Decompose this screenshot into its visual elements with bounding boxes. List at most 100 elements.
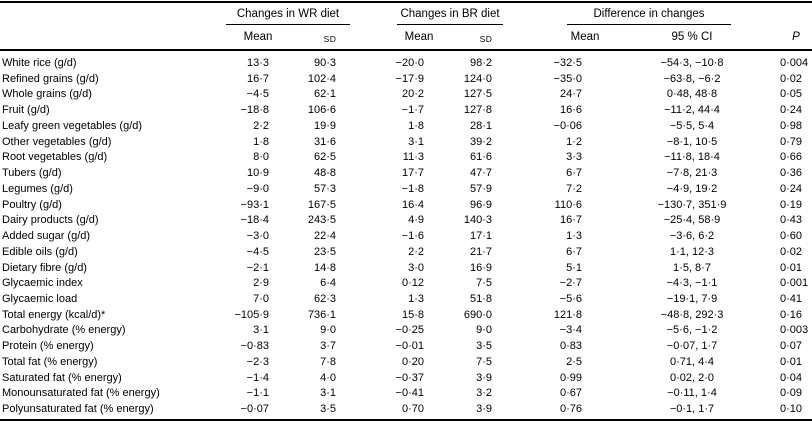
row-label: Carbohydrate (% energy) bbox=[2, 324, 126, 337]
row-label: Leafy green vegetables (g/d) bbox=[2, 119, 143, 132]
cell-p-value: 0·66 bbox=[780, 151, 803, 164]
cell-wr-mean: 7·0 bbox=[253, 293, 269, 306]
table-row: Carbohydrate (% energy) 3·1 9·0 −0·25 9·… bbox=[0, 323, 812, 339]
table-row: Polyunsaturated fat (% energy) −0·07 3·5… bbox=[0, 402, 812, 418]
column-header-diff-mean: Mean bbox=[570, 31, 600, 43]
column-header-wr-mean: Mean bbox=[243, 31, 273, 43]
cell-diff-mean: −5·6 bbox=[559, 293, 582, 306]
cell-wr-mean: −93·1 bbox=[240, 198, 269, 211]
cell-br-sd: 9·0 bbox=[476, 324, 492, 337]
cell-wr-sd: 736·1 bbox=[307, 308, 336, 321]
cell-wr-mean: −2·3 bbox=[246, 355, 269, 368]
cell-br-sd: 3·5 bbox=[476, 340, 492, 353]
cell-p-value: 0·07 bbox=[780, 340, 803, 353]
cell-br-sd: 690·0 bbox=[463, 308, 492, 321]
cell-br-sd: 3·9 bbox=[476, 371, 492, 384]
cell-br-mean: −1·7 bbox=[401, 104, 424, 117]
cell-diff-mean: 16·6 bbox=[559, 104, 582, 117]
cell-wr-mean: −3·0 bbox=[246, 230, 269, 243]
row-label: Protein (% energy) bbox=[2, 340, 94, 353]
cell-95ci: −8·1, 10·5 bbox=[666, 135, 718, 148]
cell-95ci: −25·4, 58·9 bbox=[663, 214, 721, 227]
cell-diff-mean: −0·06 bbox=[553, 119, 582, 132]
row-label: Legumes (g/d) bbox=[2, 182, 73, 195]
table-row: Refined grains (g/d) 16·7 102·4 −17·9 12… bbox=[0, 72, 812, 88]
cell-diff-mean: 110·6 bbox=[554, 198, 582, 211]
table-row: Total energy (kcal/d)* −105·9 736·1 15·8… bbox=[0, 308, 812, 324]
cell-br-mean: 1·8 bbox=[408, 119, 424, 132]
cell-br-mean: −0·01 bbox=[395, 340, 424, 353]
cell-p-value: 0·01 bbox=[780, 261, 803, 274]
cell-wr-mean: 13·3 bbox=[246, 57, 269, 69]
column-group-changes-wr-diet: Changes in WR diet bbox=[226, 7, 350, 25]
row-label: Dairy products (g/d) bbox=[2, 214, 99, 227]
cell-p-value: 0·02 bbox=[780, 245, 803, 258]
row-label: Total energy (kcal/d)* bbox=[2, 308, 106, 321]
cell-wr-mean: 3·1 bbox=[253, 324, 269, 337]
cell-95ci: −4·3, −1·1 bbox=[666, 277, 718, 290]
cell-wr-mean: 1·8 bbox=[253, 135, 269, 148]
cell-br-sd: 127·5 bbox=[463, 88, 492, 101]
column-header-95ci: 95 % CI bbox=[671, 31, 713, 43]
cell-p-value: 0·24 bbox=[780, 182, 803, 195]
cell-95ci: −5·5, 5·4 bbox=[669, 119, 715, 132]
table-row: Dietary fibre (g/d) −2·1 14·8 3·0 16·9 5… bbox=[0, 261, 812, 277]
cell-wr-mean: −0·07 bbox=[240, 403, 269, 416]
table-row: Poultry (g/d) −93·1 167·5 16·4 96·9 110·… bbox=[0, 198, 812, 214]
table-row: Whole grains (g/d) −4·5 62·1 20·2 127·5 … bbox=[0, 87, 812, 103]
row-label: Glycaemic load bbox=[2, 293, 78, 306]
cell-diff-mean: −2·7 bbox=[559, 277, 582, 290]
cell-br-sd: 16·9 bbox=[469, 261, 492, 274]
cell-diff-mean: −35·0 bbox=[553, 72, 582, 85]
cell-br-mean: −0·25 bbox=[395, 324, 424, 337]
cell-wr-mean: 2·9 bbox=[253, 277, 269, 290]
cell-diff-mean: 24·7 bbox=[559, 88, 582, 101]
cell-95ci: −5·6, −1·2 bbox=[666, 324, 718, 337]
cell-wr-sd: 48·8 bbox=[313, 167, 336, 180]
cell-br-mean: −0·41 bbox=[395, 387, 424, 400]
cell-br-mean: 1·3 bbox=[408, 293, 424, 306]
cell-95ci: 1·5, 8·7 bbox=[673, 261, 711, 274]
cell-wr-sd: 3·1 bbox=[320, 387, 336, 400]
cell-br-mean: 4·9 bbox=[408, 214, 424, 227]
cell-diff-mean: 0·67 bbox=[559, 387, 582, 400]
table-bottom-rule bbox=[0, 419, 812, 421]
row-label: Tubers (g/d) bbox=[2, 167, 62, 180]
cell-p-value: 0·003 bbox=[780, 324, 809, 337]
cell-95ci: −54·3, −10·8 bbox=[660, 57, 724, 69]
cell-wr-sd: 19·9 bbox=[313, 119, 336, 132]
cell-95ci: −0·1, 1·7 bbox=[669, 403, 715, 416]
cell-br-sd: 7·5 bbox=[476, 355, 492, 368]
cell-p-value: 0·41 bbox=[780, 293, 803, 306]
table-body: White rice (g/d) 13·3 90·3 −20·0 98·2 −3… bbox=[0, 56, 812, 418]
cell-diff-mean: 2·5 bbox=[566, 355, 582, 368]
cell-p-value: 0·10 bbox=[780, 403, 803, 416]
cell-95ci: −11·2, 44·4 bbox=[664, 104, 720, 117]
cell-br-sd: 51·8 bbox=[469, 293, 492, 306]
cell-p-value: 0·60 bbox=[780, 230, 803, 243]
cell-wr-mean: 10·9 bbox=[246, 167, 269, 180]
cell-p-value: 0·02 bbox=[780, 72, 803, 85]
table-row: Tubers (g/d) 10·9 48·8 17·7 47·7 6·7 −7·… bbox=[0, 166, 812, 182]
cell-p-value: 0·04 bbox=[780, 371, 803, 384]
table-row: Saturated fat (% energy) −1·4 4·0 −0·37 … bbox=[0, 371, 812, 387]
cell-p-value: 0·05 bbox=[780, 88, 803, 101]
cell-p-value: 0·01 bbox=[780, 355, 803, 368]
row-label: Fruit (g/d) bbox=[2, 104, 50, 117]
table-row: Fruit (g/d) −18·8 106·6 −1·7 127·8 16·6 … bbox=[0, 103, 812, 119]
cell-95ci: −19·1, 7·9 bbox=[666, 293, 718, 306]
column-header-br-mean: Mean bbox=[404, 31, 434, 43]
cell-br-mean: −1·8 bbox=[401, 182, 424, 195]
cell-95ci: −63·8, −6·2 bbox=[663, 72, 721, 85]
cell-95ci: −7·8, 21·3 bbox=[666, 167, 718, 180]
cell-p-value: 0·19 bbox=[780, 198, 803, 211]
cell-95ci: 0·02, 2·0 bbox=[669, 371, 715, 384]
cell-wr-sd: 7·8 bbox=[320, 355, 336, 368]
column-group-difference-in-changes: Difference in changes bbox=[567, 7, 731, 25]
table-row: Protein (% energy) −0·83 3·7 −0·01 3·5 0… bbox=[0, 339, 812, 355]
table-row: Root vegetables (g/d) 8·0 62·5 11·3 61·6… bbox=[0, 150, 812, 166]
cell-wr-mean: −18·4 bbox=[240, 214, 269, 227]
cell-wr-sd: 167·5 bbox=[307, 198, 336, 211]
cell-br-sd: 39·2 bbox=[469, 135, 492, 148]
